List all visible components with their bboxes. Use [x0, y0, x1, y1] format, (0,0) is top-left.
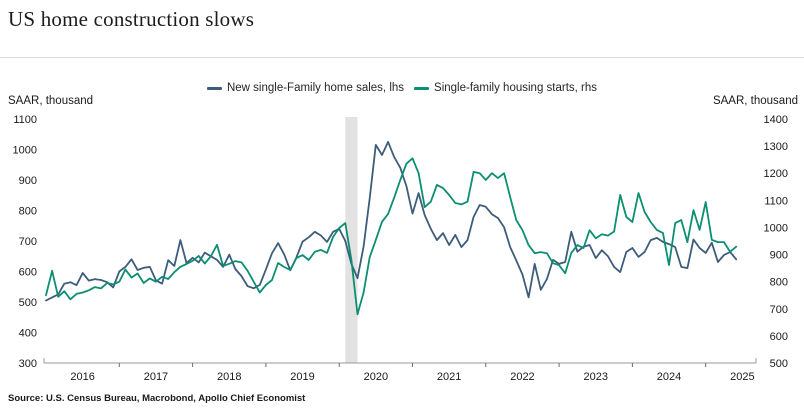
legend-item-home-sales: New single-Family home sales, lhs [206, 82, 405, 94]
right-axis-tick-label: 500 [770, 358, 788, 370]
right-axis-tick-label: 600 [770, 331, 788, 343]
right-axis-tick-label: 900 [770, 250, 788, 262]
x-axis-year-label: 2023 [584, 371, 608, 383]
x-axis-year-label: 2025 [730, 371, 754, 383]
x-axis-year-label: 2020 [364, 371, 388, 383]
left-axis-tick-label: 300 [19, 358, 37, 370]
chart-legend: New single-Family home sales, lhs Single… [0, 82, 804, 94]
left-axis-tick-label: 900 [19, 175, 37, 187]
legend-label-housing-starts: Single-family housing starts, rhs [434, 82, 598, 94]
left-axis-tick-label: 800 [19, 206, 37, 218]
legend-item-housing-starts: Single-family housing starts, rhs [414, 82, 597, 94]
x-axis-year-label: 2024 [657, 371, 681, 383]
source-note: Source: U.S. Census Bureau, Macrobond, A… [8, 393, 306, 404]
x-axis-year-label: 2016 [70, 371, 94, 383]
right-axis-tick-label: 1300 [764, 141, 788, 153]
left-axis-tick-label: 600 [19, 267, 37, 279]
left-axis-tick-label: 400 [19, 328, 37, 340]
left-axis-tick-label: 1000 [13, 145, 37, 157]
page-title: US home construction slows [8, 7, 255, 31]
title-divider [0, 57, 804, 58]
x-axis-year-label: 2019 [290, 371, 314, 383]
legend-label-home-sales: New single-Family home sales, lhs [226, 82, 405, 94]
left-axis-tick-label: 500 [19, 297, 37, 309]
right-axis-tick-label: 700 [770, 304, 788, 316]
legend-swatch-housing-starts [414, 86, 430, 90]
right-axis-tick-label: 1400 [764, 114, 788, 126]
x-axis-year-label: 2021 [437, 371, 461, 383]
right-axis-tick-label: 1100 [764, 195, 788, 207]
x-axis-year-label: 2017 [144, 371, 168, 383]
right-axis-unit-label: SAAR, thousand [712, 95, 798, 107]
series-line-home-sales [45, 140, 738, 302]
x-axis-year-label: 2018 [217, 371, 241, 383]
left-axis-unit-label: SAAR, thousand [8, 95, 94, 107]
right-axis-tick-label: 1200 [764, 168, 788, 180]
left-axis-tick-label: 1100 [13, 114, 37, 126]
x-axis-year-label: 2022 [510, 371, 534, 383]
recession-band [345, 117, 358, 363]
legend-swatch-home-sales [206, 86, 222, 90]
series-line-housing-starts [45, 157, 738, 316]
right-axis-tick-label: 800 [770, 277, 788, 289]
left-axis-tick-label: 700 [19, 236, 37, 248]
right-axis-tick-label: 1000 [764, 222, 788, 234]
